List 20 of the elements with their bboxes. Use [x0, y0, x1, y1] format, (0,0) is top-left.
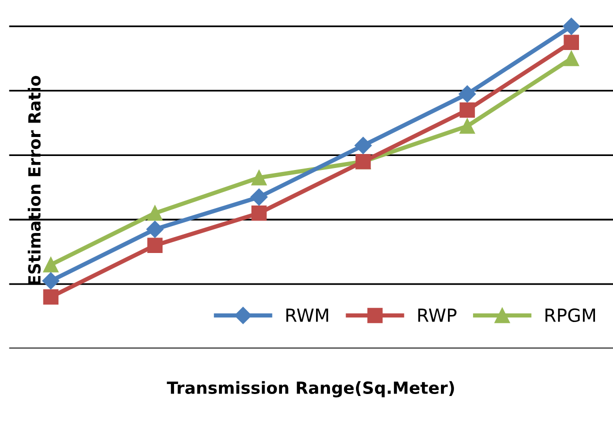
point: [251, 206, 267, 221]
point: [147, 238, 163, 254]
point: [458, 85, 476, 102]
legend-label: RWP: [418, 308, 456, 322]
point: [43, 257, 58, 272]
point: [354, 136, 372, 154]
point: [460, 118, 475, 134]
point: [43, 289, 58, 305]
legend-label: RWM: [286, 308, 328, 322]
point: [42, 272, 60, 290]
point: [564, 50, 579, 66]
legend-label: RPGM: [546, 308, 595, 322]
point: [147, 206, 163, 221]
point: [250, 188, 268, 206]
point: [460, 102, 475, 118]
point: [251, 170, 267, 186]
point: [562, 18, 580, 35]
point: [564, 34, 579, 50]
point: [146, 220, 164, 238]
x-axis-title: Transmission Range(Sq.Meter): [166, 381, 454, 398]
